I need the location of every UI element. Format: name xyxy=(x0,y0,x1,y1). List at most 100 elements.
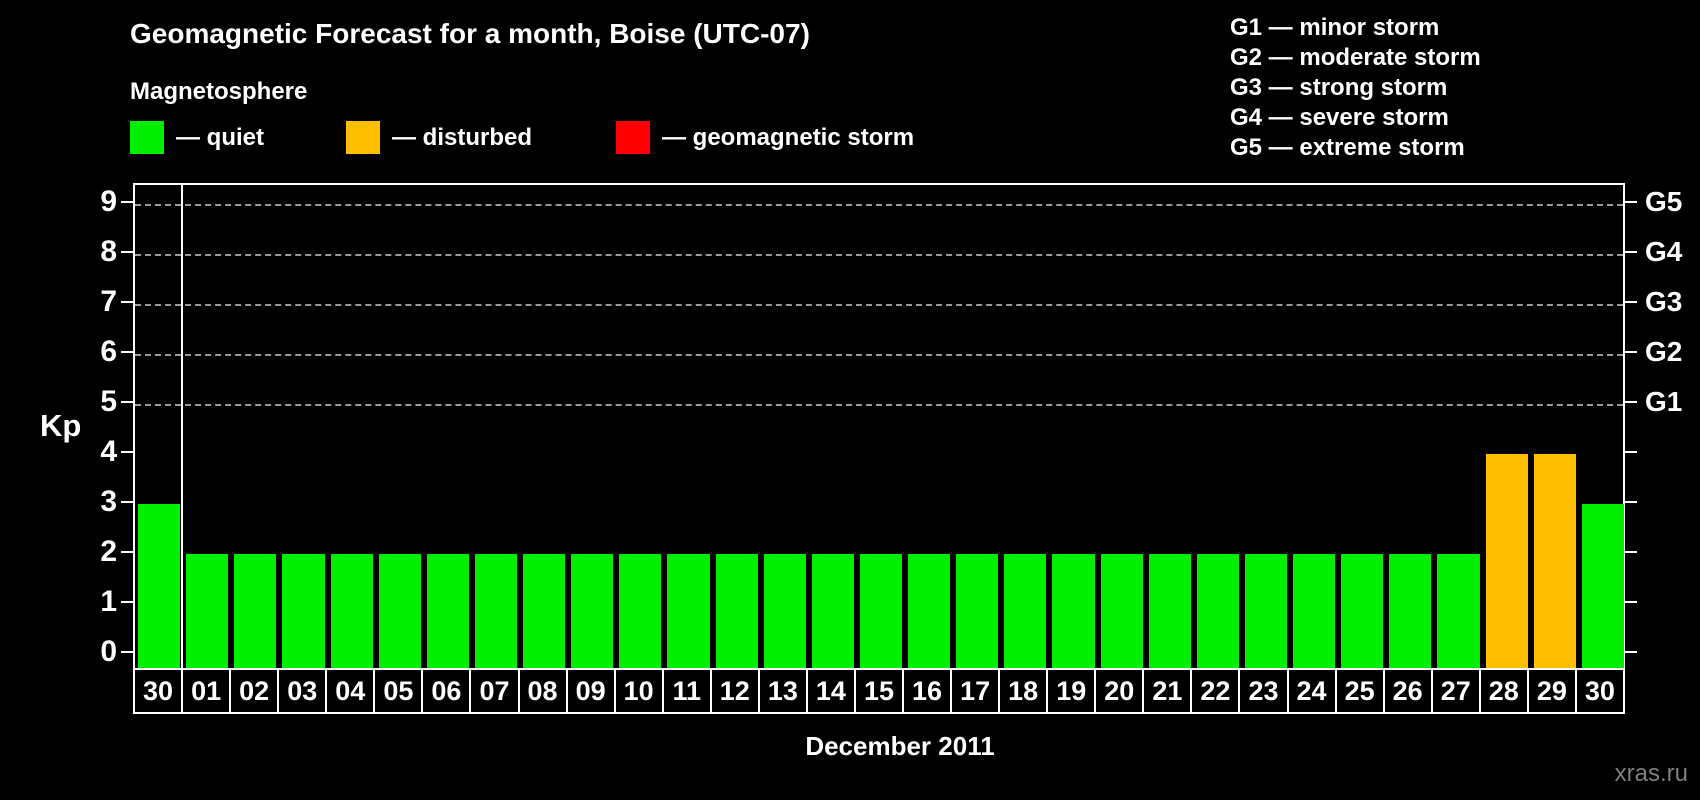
right-tick-kp-7 xyxy=(1625,301,1637,303)
bar-day-22 xyxy=(1196,554,1239,668)
right-tick-kp-3 xyxy=(1625,501,1637,503)
bar-day-14 xyxy=(811,554,854,668)
day-label-11: 11 xyxy=(662,669,711,713)
left-tick-kp-3 xyxy=(121,501,133,503)
day-label-02: 02 xyxy=(230,669,279,713)
right-axis-label-g3: G3 xyxy=(1645,286,1683,317)
day-label-29: 29 xyxy=(1527,669,1576,713)
y-axis-label-2: 2 xyxy=(100,535,117,568)
day-label-30-prev-month: 30 xyxy=(134,669,183,713)
bar-day-25 xyxy=(1341,554,1384,668)
y-axis-label-6: 6 xyxy=(100,335,117,368)
right-axis-label-g1: G1 xyxy=(1645,386,1683,417)
bar-day-16 xyxy=(908,554,951,668)
right-tick-kp-4 xyxy=(1625,451,1637,453)
y-axis-label-4: 4 xyxy=(100,435,117,468)
left-tick-kp-0 xyxy=(121,651,133,653)
bar-day-04 xyxy=(330,554,373,668)
right-tick-kp-1 xyxy=(1625,601,1637,603)
legend-label-quiet: — quiet xyxy=(176,123,264,151)
bar-day-05 xyxy=(378,554,421,668)
bar-day-13 xyxy=(763,554,806,668)
y-axis-label-0: 0 xyxy=(100,635,117,668)
gridline-kp-8 xyxy=(135,254,1623,256)
bar-day-27 xyxy=(1437,554,1480,668)
day-label-25: 25 xyxy=(1335,669,1384,713)
bar-day-26 xyxy=(1389,554,1432,668)
day-label-14: 14 xyxy=(806,669,855,713)
bar-day-11 xyxy=(667,554,710,668)
bar-day-19 xyxy=(1052,554,1095,668)
day-axis-row: 30 01 02 03 04 05 06 07 08 09 10 11 12 13 14 15 16 17 18 19… xyxy=(133,668,1625,714)
bar-day-30 xyxy=(1581,504,1624,668)
quiet-color-swatch-icon xyxy=(130,121,164,154)
gridline-kp-6 xyxy=(135,354,1623,356)
right-axis-label-g5: G5 xyxy=(1645,186,1683,217)
magnetosphere-subtitle: Magnetosphere xyxy=(130,78,308,105)
storm-color-swatch-icon xyxy=(616,121,650,154)
bar-day-09 xyxy=(571,554,614,668)
day-label-06: 06 xyxy=(422,669,471,713)
left-tick-kp-8 xyxy=(121,251,133,253)
bar-day-01 xyxy=(186,554,229,668)
chart-title: Geomagnetic Forecast for a month, Boise … xyxy=(130,18,810,49)
day-label-13: 13 xyxy=(758,669,807,713)
right-tick-kp-8 xyxy=(1625,251,1637,253)
bar-day-08 xyxy=(523,554,566,668)
bar-day-02 xyxy=(234,554,277,668)
bar-day-15 xyxy=(859,554,903,668)
day-label-16: 16 xyxy=(903,669,952,713)
day-label-04: 04 xyxy=(326,669,375,713)
disturbed-color-swatch-icon xyxy=(346,121,380,154)
right-axis-label-g2: G2 xyxy=(1645,336,1683,367)
g3-legend-line: G3 — strong storm xyxy=(1230,74,1448,101)
day-label-03: 03 xyxy=(278,669,327,713)
bar-day-24 xyxy=(1293,554,1336,668)
day-label-24: 24 xyxy=(1287,669,1336,713)
right-tick-kp-6 xyxy=(1625,351,1637,353)
bar-day-28 xyxy=(1485,454,1528,668)
day-label-09: 09 xyxy=(566,669,615,713)
left-tick-kp-2 xyxy=(121,551,133,553)
previous-month-separator xyxy=(181,185,184,668)
day-label-07: 07 xyxy=(470,669,519,713)
kp-axis-label: Kp xyxy=(40,408,82,443)
day-label-10: 10 xyxy=(614,669,663,713)
bar-day-07 xyxy=(474,554,518,668)
legend-item-quiet: — quiet xyxy=(130,121,264,154)
day-label-18: 18 xyxy=(999,669,1048,713)
plot-area xyxy=(133,183,1625,668)
day-label-20: 20 xyxy=(1095,669,1144,713)
left-tick-kp-1 xyxy=(121,601,133,603)
y-axis-label-5: 5 xyxy=(100,385,117,418)
day-label-26: 26 xyxy=(1383,669,1432,713)
left-tick-kp-6 xyxy=(121,351,133,353)
g-scale-legend: G1 — minor storm G2 — moderate storm G3 … xyxy=(1230,13,1481,163)
day-label-15: 15 xyxy=(854,669,903,713)
bar-day-20 xyxy=(1100,554,1143,668)
day-label-22: 22 xyxy=(1191,669,1240,713)
y-axis-label-1: 1 xyxy=(100,585,117,618)
left-tick-kp-7 xyxy=(121,301,133,303)
day-label-05: 05 xyxy=(374,669,423,713)
day-label-12: 12 xyxy=(710,669,759,713)
watermark: xras.ru xyxy=(1614,760,1688,787)
gridline-kp-9 xyxy=(135,204,1623,206)
day-label-27: 27 xyxy=(1431,669,1480,713)
legend-label-storm: — geomagnetic storm xyxy=(662,123,915,151)
bar-day-21 xyxy=(1148,554,1191,668)
bar-day-29 xyxy=(1533,454,1576,668)
y-axis-label-8: 8 xyxy=(100,235,117,268)
g4-legend-line: G4 — severe storm xyxy=(1230,104,1449,131)
bar-day-18 xyxy=(1004,554,1047,668)
y-axis-label-9: 9 xyxy=(100,185,117,218)
right-tick-kp-5 xyxy=(1625,401,1637,403)
left-tick-kp-9 xyxy=(121,201,133,203)
day-label-21: 21 xyxy=(1143,669,1192,713)
y-axis-label-3: 3 xyxy=(100,485,117,518)
bar-day-17 xyxy=(956,554,999,668)
legend-label-disturbed: — disturbed xyxy=(392,123,533,151)
right-tick-kp-0 xyxy=(1625,651,1637,653)
g1-legend-line: G1 — minor storm xyxy=(1230,14,1440,41)
day-label-01: 01 xyxy=(182,669,231,713)
